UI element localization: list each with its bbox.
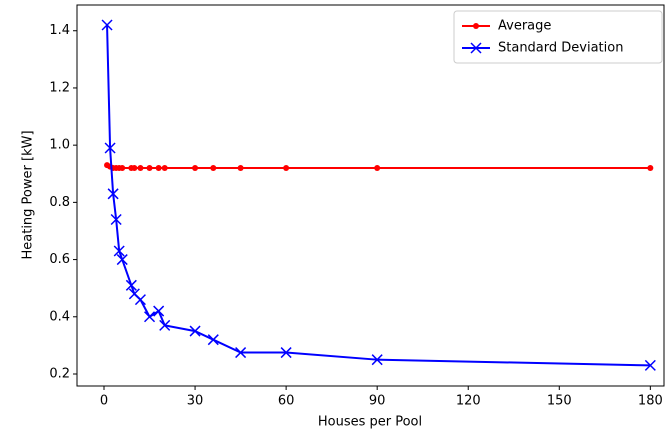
point <box>146 165 153 172</box>
point <box>207 334 219 346</box>
point <box>371 354 383 366</box>
point <box>107 188 119 200</box>
y-tick-label: 0.2 <box>49 366 70 381</box>
point <box>374 165 381 172</box>
point <box>155 165 162 172</box>
point <box>101 19 113 31</box>
legend-marker <box>473 23 479 29</box>
point <box>192 165 199 172</box>
point <box>189 325 201 337</box>
y-tick-label: 1.4 <box>49 23 70 38</box>
point <box>153 305 165 317</box>
point <box>131 165 138 172</box>
y-tick-label: 0.4 <box>49 309 70 324</box>
legend-label: Average <box>498 19 551 34</box>
x-tick-label: 120 <box>456 394 481 409</box>
point <box>116 254 128 266</box>
point <box>125 279 137 291</box>
y-tick-label: 1.0 <box>49 138 70 153</box>
x-tick-label: 90 <box>369 394 386 409</box>
point <box>110 213 122 226</box>
y-axis-label: Heating Power [kW] <box>21 130 36 259</box>
x-tick-label: 0 <box>100 394 108 409</box>
y-tick-label: 0.6 <box>49 252 70 267</box>
point <box>237 165 244 172</box>
legend: Average Standard Deviation <box>453 10 663 64</box>
point <box>210 165 217 172</box>
point <box>113 245 125 257</box>
point <box>134 294 146 306</box>
y-tick-label: 0.8 <box>49 195 70 210</box>
x-tick-label: 60 <box>278 394 295 409</box>
x-axis-label: Houses per Pool <box>318 415 422 430</box>
legend-marker <box>470 42 482 54</box>
point <box>159 319 171 331</box>
x-tick-label: 150 <box>547 394 572 409</box>
point <box>137 165 144 172</box>
point <box>647 165 654 172</box>
x-tick-label: 180 <box>638 394 663 409</box>
legend-label: Standard Deviation <box>498 41 623 56</box>
plot-frame <box>76 4 665 387</box>
series-line <box>106 24 651 367</box>
point <box>119 165 126 172</box>
point <box>280 347 292 359</box>
point <box>235 347 247 359</box>
point <box>644 359 656 371</box>
point <box>144 311 156 323</box>
point <box>104 142 116 154</box>
point <box>161 165 168 172</box>
y-tick-label: 1.2 <box>49 80 70 95</box>
x-tick-label: 30 <box>187 394 204 409</box>
point <box>283 165 290 172</box>
legend-box <box>453 10 663 64</box>
